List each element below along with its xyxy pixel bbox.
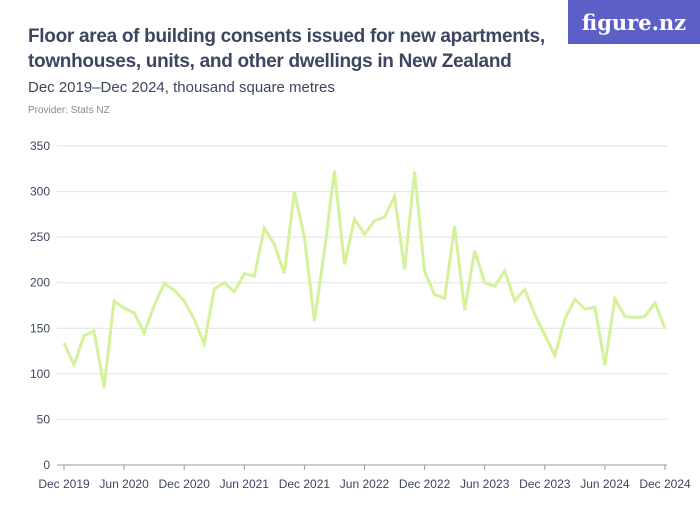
chart-subtitle: Dec 2019–Dec 2024, thousand square metre… — [28, 79, 335, 96]
y-tick-label: 0 — [43, 458, 50, 472]
x-tick-label: Dec 2023 — [519, 477, 571, 491]
x-tick-label: Jun 2020 — [99, 477, 149, 491]
y-tick-label: 250 — [30, 230, 50, 244]
y-tick-label: 50 — [37, 412, 51, 426]
x-tick-label: Jun 2023 — [460, 477, 510, 491]
x-tick-label: Jun 2021 — [220, 477, 270, 491]
y-tick-label: 200 — [30, 276, 50, 290]
y-tick-label: 350 — [30, 139, 50, 153]
chart-title: Floor area of building consents issued f… — [28, 26, 545, 72]
y-tick-label: 300 — [30, 185, 50, 199]
provider-label: Provider: Stats NZ — [28, 105, 110, 116]
x-tick-label: Dec 2022 — [399, 477, 451, 491]
y-tick-label: 150 — [30, 321, 50, 335]
x-tick-label: Dec 2024 — [639, 477, 691, 491]
x-tick-label: Jun 2022 — [340, 477, 390, 491]
figure-nz-logo[interactable]: figure.nz — [568, 0, 700, 44]
x-tick-label: Jun 2024 — [580, 477, 630, 491]
x-tick-label: Dec 2019 — [38, 477, 90, 491]
chart-header: Floor area of building consents issued f… — [28, 24, 563, 117]
x-tick-label: Dec 2020 — [159, 477, 211, 491]
x-tick-label: Dec 2021 — [279, 477, 331, 491]
data-line — [62, 170, 667, 388]
y-tick-label: 100 — [30, 367, 50, 381]
